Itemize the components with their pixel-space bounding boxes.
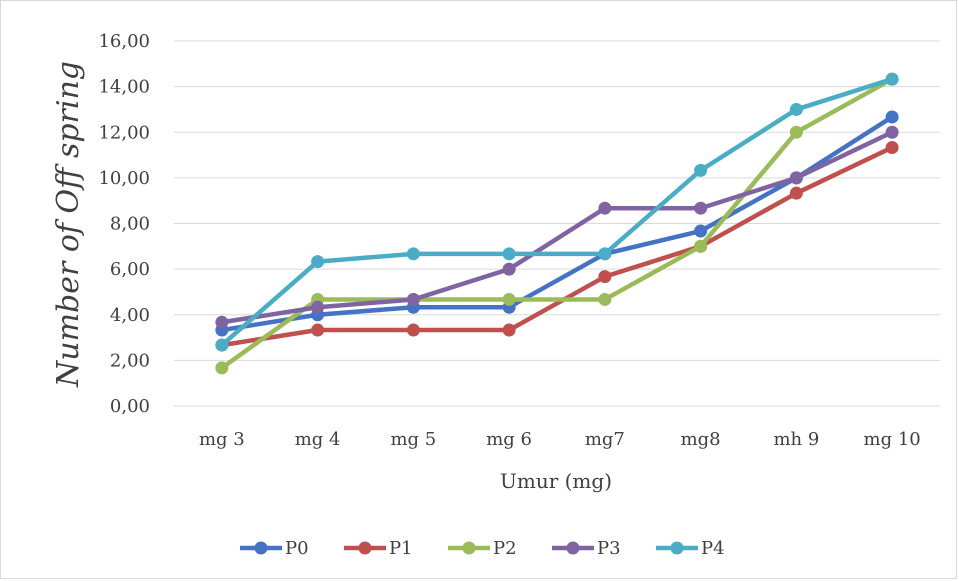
legend-marker bbox=[462, 541, 476, 555]
y-tick-label: 10,00 bbox=[98, 168, 150, 189]
data-point bbox=[885, 110, 899, 124]
gridlines bbox=[174, 40, 940, 407]
data-point bbox=[789, 186, 803, 200]
y-axis-ticks: 0,00 2,00 4,00 6,00 8,00 10,00 12,00 14,00 16,00 bbox=[98, 31, 150, 417]
data-point bbox=[406, 247, 420, 261]
x-tick-label: mg 6 bbox=[486, 429, 532, 450]
data-point bbox=[215, 361, 229, 375]
data-point bbox=[215, 315, 229, 329]
series-line bbox=[219, 130, 895, 325]
data-point bbox=[789, 171, 803, 185]
legend-item: P3 bbox=[552, 538, 621, 559]
data-point bbox=[406, 323, 420, 337]
data-point bbox=[502, 247, 516, 261]
legend-marker bbox=[670, 541, 684, 555]
data-point bbox=[311, 323, 325, 337]
data-point bbox=[694, 201, 708, 215]
data-point bbox=[598, 270, 612, 284]
data-point bbox=[598, 292, 612, 306]
data-point bbox=[311, 300, 325, 314]
x-axis-title: Umur (mg) bbox=[500, 469, 612, 493]
data-point bbox=[694, 239, 708, 253]
data-point bbox=[694, 224, 708, 238]
legend-item: P0 bbox=[240, 538, 309, 559]
x-tick-label: mg 10 bbox=[864, 429, 921, 450]
x-tick-label: mg 5 bbox=[390, 429, 436, 450]
data-point bbox=[502, 323, 516, 337]
data-point bbox=[598, 201, 612, 215]
legend-marker bbox=[358, 541, 372, 555]
legend-marker bbox=[254, 541, 268, 555]
x-axis-ticks: mg 3 mg 4 mg 5 mg 6 mg7 mg8 mh 9 mg 10 bbox=[199, 429, 921, 450]
data-point bbox=[694, 163, 708, 177]
legend-label: P1 bbox=[389, 538, 413, 559]
series-line bbox=[219, 76, 895, 348]
data-point bbox=[311, 255, 325, 269]
data-point bbox=[598, 247, 612, 261]
legend-label: P4 bbox=[701, 538, 725, 559]
legend-marker bbox=[566, 541, 580, 555]
data-point bbox=[215, 338, 229, 352]
legend-item: P2 bbox=[448, 538, 517, 559]
x-tick-label: mg8 bbox=[681, 429, 721, 450]
y-tick-label: 0,00 bbox=[110, 396, 150, 417]
legend-label: P3 bbox=[597, 538, 621, 559]
y-tick-label: 14,00 bbox=[98, 77, 150, 98]
y-axis-title: Number of Off spring bbox=[51, 61, 86, 388]
data-point bbox=[885, 141, 899, 155]
series-line bbox=[219, 145, 895, 348]
y-tick-label: 4,00 bbox=[110, 305, 150, 326]
data-point bbox=[885, 72, 899, 86]
data-point bbox=[502, 262, 516, 276]
x-tick-label: mh 9 bbox=[773, 429, 819, 450]
series-lines bbox=[215, 72, 899, 375]
legend: P0 P1 P2 P3 P4 bbox=[240, 538, 725, 559]
legend-item: P4 bbox=[656, 538, 725, 559]
y-tick-label: 2,00 bbox=[110, 350, 150, 371]
series-line bbox=[219, 114, 895, 333]
series-p3 bbox=[215, 125, 899, 329]
data-point bbox=[789, 102, 803, 116]
y-tick-label: 6,00 bbox=[110, 259, 150, 280]
series-line bbox=[219, 76, 895, 371]
series-p4 bbox=[215, 72, 899, 352]
x-tick-label: mg7 bbox=[585, 429, 625, 450]
legend-label: P2 bbox=[493, 538, 517, 559]
data-point bbox=[502, 292, 516, 306]
x-tick-label: mg 4 bbox=[295, 429, 341, 450]
y-tick-label: 8,00 bbox=[110, 214, 150, 235]
x-tick-label: mg 3 bbox=[199, 429, 245, 450]
y-tick-label: 12,00 bbox=[98, 122, 150, 143]
legend-label: P0 bbox=[285, 538, 309, 559]
data-point bbox=[789, 125, 803, 139]
legend-item: P1 bbox=[344, 538, 413, 559]
data-point bbox=[885, 125, 899, 139]
data-point bbox=[406, 292, 420, 306]
y-tick-label: 16,00 bbox=[98, 31, 150, 52]
